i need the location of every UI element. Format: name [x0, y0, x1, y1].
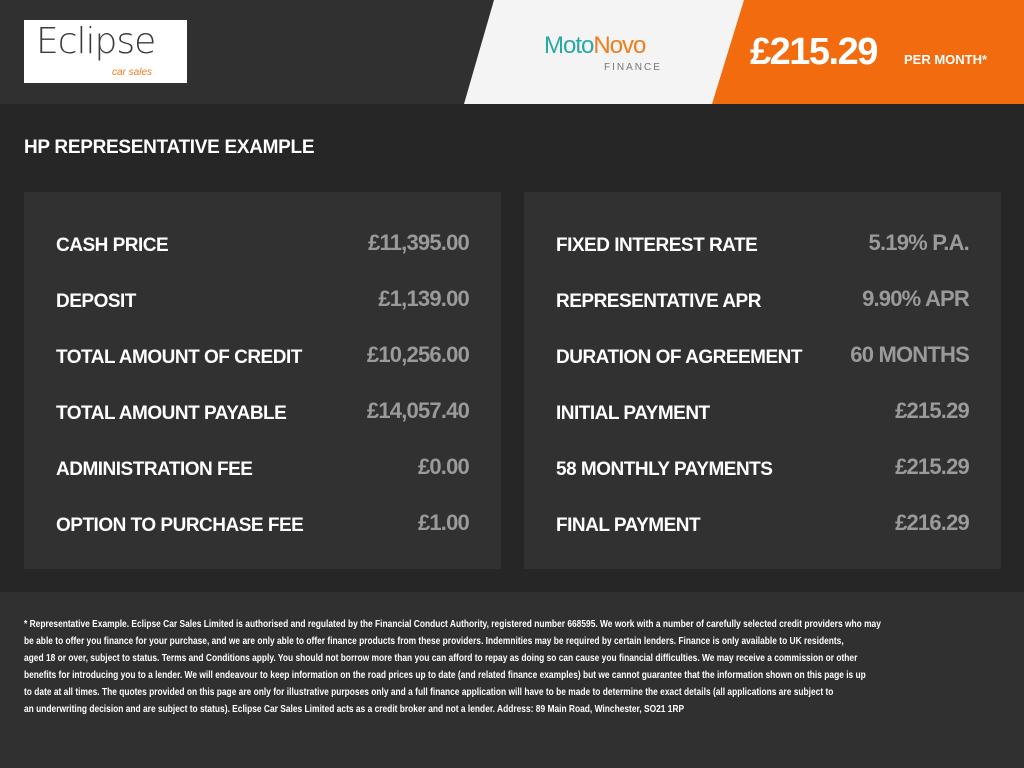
- per-month-label: PER MONTH*: [904, 52, 988, 67]
- monthly-price-banner: £215.29 PER MONTH*: [712, 0, 1024, 104]
- monthly-price: £215.29: [750, 31, 878, 73]
- lender-logo-b: Novo: [593, 32, 646, 59]
- finance-row: FINAL PAYMENT £216.29: [556, 498, 970, 554]
- finance-row: INITIAL PAYMENT £215.29: [556, 386, 970, 442]
- finance-row: TOTAL AMOUNT PAYABLE £14,057.40: [56, 386, 470, 442]
- finance-value: £215.29: [895, 454, 970, 479]
- finance-panel-left: CASH PRICE £11,395.00 DEPOSIT £1,139.00 TOTA…: [24, 192, 501, 569]
- finance-label: CASH PRICE: [56, 235, 169, 256]
- finance-label: DURATION OF AGREEMENT: [556, 347, 803, 368]
- finance-value: 60 MONTHS: [850, 342, 970, 367]
- finance-row: DEPOSIT £1,139.00: [56, 274, 470, 330]
- finance-value: £10,256.00: [366, 342, 470, 367]
- disclaimer-line: * Representative Example. Eclipse Car Sa…: [24, 618, 881, 630]
- finance-value: £14,057.40: [366, 398, 470, 423]
- lender-logo-sub: FINANCE: [604, 62, 662, 73]
- disclaimer-line: an underwriting decision and are subject…: [24, 703, 685, 715]
- finance-row: OPTION TO PURCHASE FEE £1.00: [56, 498, 470, 554]
- finance-value: £1.00: [417, 510, 470, 535]
- finance-label: INITIAL PAYMENT: [556, 403, 710, 424]
- disclaimer-line: benefits for introducing you to a lender…: [24, 669, 866, 681]
- lender-logo-name: MotoNovo: [544, 32, 646, 60]
- finance-value: £0.00: [417, 454, 470, 479]
- finance-value: 9.90% APR: [862, 286, 970, 311]
- finance-label: TOTAL AMOUNT PAYABLE: [56, 403, 287, 424]
- finance-row: CASH PRICE £11,395.00: [56, 218, 470, 274]
- motonovo-logo: MotoNovo FINANCE: [464, 0, 754, 104]
- finance-value: £11,395.00: [368, 230, 470, 255]
- finance-label: 58 MONTHLY PAYMENTS: [556, 459, 773, 480]
- header: Eclipse car sales MotoNovo FINANCE £215.…: [0, 0, 1024, 104]
- finance-row: ADMINISTRATION FEE £0.00: [56, 442, 470, 498]
- finance-label: FIXED INTEREST RATE: [556, 235, 758, 256]
- finance-label: DEPOSIT: [56, 291, 136, 312]
- finance-value: £216.29: [895, 510, 970, 535]
- logo-subtext: car sales: [112, 67, 153, 78]
- finance-row: REPRESENTATIVE APR 9.90% APR: [556, 274, 970, 330]
- finance-row: DURATION OF AGREEMENT 60 MONTHS: [556, 330, 970, 386]
- finance-panel-right: FIXED INTEREST RATE 5.19% P.A. REPRESENTAT…: [524, 192, 1001, 569]
- finance-row: 58 MONTHLY PAYMENTS £215.29: [556, 442, 970, 498]
- finance-value: 5.19% P.A.: [868, 230, 970, 255]
- finance-row: FIXED INTEREST RATE 5.19% P.A.: [556, 218, 970, 274]
- disclaimer: * Representative Example. Eclipse Car Sa…: [0, 592, 1024, 768]
- finance-label: ADMINISTRATION FEE: [56, 459, 253, 480]
- finance-value: £215.29: [895, 398, 970, 423]
- disclaimer-line: to date at all times. The quotes provide…: [24, 686, 834, 698]
- lender-logo-a: Moto: [544, 32, 594, 59]
- finance-label: TOTAL AMOUNT OF CREDIT: [56, 347, 302, 368]
- logo-text: Eclipse: [36, 21, 156, 62]
- finance-row: TOTAL AMOUNT OF CREDIT £10,256.00: [56, 330, 470, 386]
- disclaimer-line: aged 18 or over, subject to status. Term…: [24, 652, 858, 664]
- finance-label: FINAL PAYMENT: [556, 515, 701, 536]
- page-title: HP REPRESENTATIVE EXAMPLE: [24, 137, 315, 158]
- finance-label: REPRESENTATIVE APR: [556, 291, 761, 312]
- finance-value: £1,139.00: [378, 286, 469, 311]
- disclaimer-line: be able to offer you finance for your pu…: [24, 635, 844, 647]
- eclipse-logo: Eclipse car sales: [24, 20, 187, 83]
- finance-label: OPTION TO PURCHASE FEE: [56, 515, 304, 536]
